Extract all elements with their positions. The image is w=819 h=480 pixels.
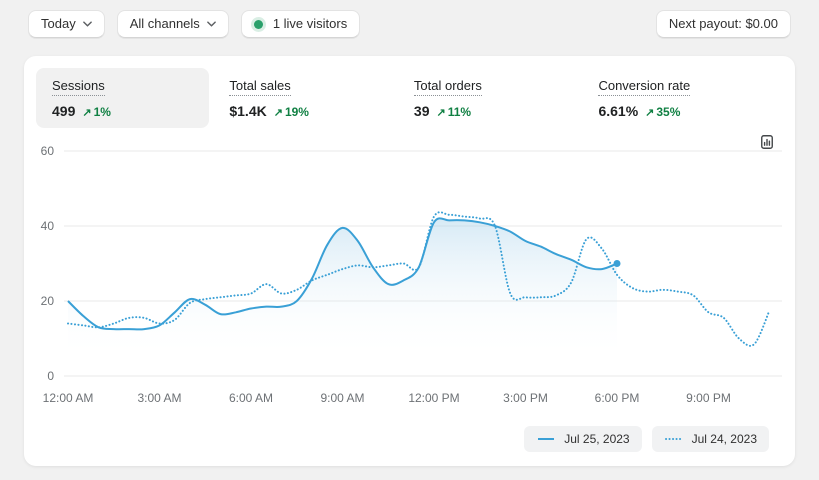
increase-arrow-icon: ↗ xyxy=(436,107,446,119)
legend-item-jul-25: Jul 25, 2023 xyxy=(524,426,642,452)
svg-text:12:00 PM: 12:00 PM xyxy=(408,391,459,405)
live-indicator-dot xyxy=(253,19,263,29)
export-report-icon xyxy=(761,135,773,149)
chevron-down-icon xyxy=(82,21,92,27)
channel-filter-label: All channels xyxy=(129,16,200,31)
legend-label: Jul 25, 2023 xyxy=(564,432,630,446)
metric-delta: ↗ 19% xyxy=(273,105,309,119)
svg-text:3:00 PM: 3:00 PM xyxy=(503,391,548,405)
metric-title: Conversion rate xyxy=(598,78,691,96)
metric-value-row: $1.4K ↗ 19% xyxy=(229,103,414,119)
metric-value: $1.4K xyxy=(229,103,267,119)
svg-text:20: 20 xyxy=(41,294,55,308)
metric-title: Total orders xyxy=(413,78,482,96)
metric-delta: ↗ 35% xyxy=(645,105,681,119)
svg-text:40: 40 xyxy=(41,219,55,233)
chart-legend: Jul 25, 2023 Jul 24, 2023 xyxy=(36,426,783,452)
date-range-filter[interactable]: Today xyxy=(28,10,105,38)
metric-tab-sessions[interactable]: Sessions 499 ↗ 1% xyxy=(36,68,210,128)
chevron-down-icon xyxy=(206,21,216,27)
metric-value-row: 499 ↗ 1% xyxy=(52,103,193,119)
next-payout-label: Next payout: $0.00 xyxy=(668,16,778,31)
svg-text:0: 0 xyxy=(47,369,54,383)
metric-value-row: 39 ↗ 11% xyxy=(414,103,599,119)
channel-filter[interactable]: All channels xyxy=(116,10,229,38)
dotted-line-sample-icon xyxy=(664,438,683,440)
metric-tab-conversion-rate[interactable]: Conversion rate 6.61% ↗ 35% xyxy=(598,68,783,128)
metric-value: 6.61% xyxy=(598,103,639,119)
filter-bar: Today All channels 1 live visitors Next … xyxy=(0,0,819,38)
increase-arrow-icon: ↗ xyxy=(82,107,92,119)
metric-delta: ↗ 11% xyxy=(436,105,472,119)
svg-text:9:00 PM: 9:00 PM xyxy=(686,391,731,405)
increase-arrow-icon: ↗ xyxy=(273,107,283,119)
svg-text:9:00 AM: 9:00 AM xyxy=(320,391,364,405)
svg-text:6:00 PM: 6:00 PM xyxy=(595,391,640,405)
legend-item-jul-24: Jul 24, 2023 xyxy=(651,426,769,452)
export-chart-button[interactable] xyxy=(755,130,779,157)
svg-text:12:00 AM: 12:00 AM xyxy=(43,391,94,405)
date-range-label: Today xyxy=(41,16,76,31)
live-visitors-label: 1 live visitors xyxy=(272,16,348,31)
metric-value: 39 xyxy=(413,103,430,119)
metric-value: 499 xyxy=(52,103,76,119)
live-visitors-badge[interactable]: 1 live visitors xyxy=(240,10,361,38)
metric-title: Sessions xyxy=(52,78,105,96)
metric-tabs: Sessions 499 ↗ 1% Total sales $1.4K ↗ 19% … xyxy=(36,68,783,128)
metric-value-row: 6.61% ↗ 35% xyxy=(598,103,783,119)
svg-text:3:00 AM: 3:00 AM xyxy=(137,391,181,405)
metric-delta: ↗ 1% xyxy=(82,105,111,119)
increase-arrow-icon: ↗ xyxy=(645,107,655,119)
legend-label: Jul 24, 2023 xyxy=(691,432,757,446)
solid-line-sample-icon xyxy=(538,438,555,440)
svg-text:60: 60 xyxy=(41,144,55,158)
sessions-line-chart: 0 20 40 60 12:00 AM 3:00 AM 6:00 AM 9:00 AM 12:0… xyxy=(41,144,782,405)
svg-text:6:00 AM: 6:00 AM xyxy=(229,391,273,405)
analytics-card: Sessions 499 ↗ 1% Total sales $1.4K ↗ 19% … xyxy=(24,56,795,466)
metric-title: Total sales xyxy=(229,78,291,96)
metric-tab-total-sales[interactable]: Total sales $1.4K ↗ 19% xyxy=(229,68,414,128)
metric-tab-total-orders[interactable]: Total orders 39 ↗ 11% xyxy=(413,68,599,128)
next-payout-button[interactable]: Next payout: $0.00 xyxy=(655,10,791,38)
